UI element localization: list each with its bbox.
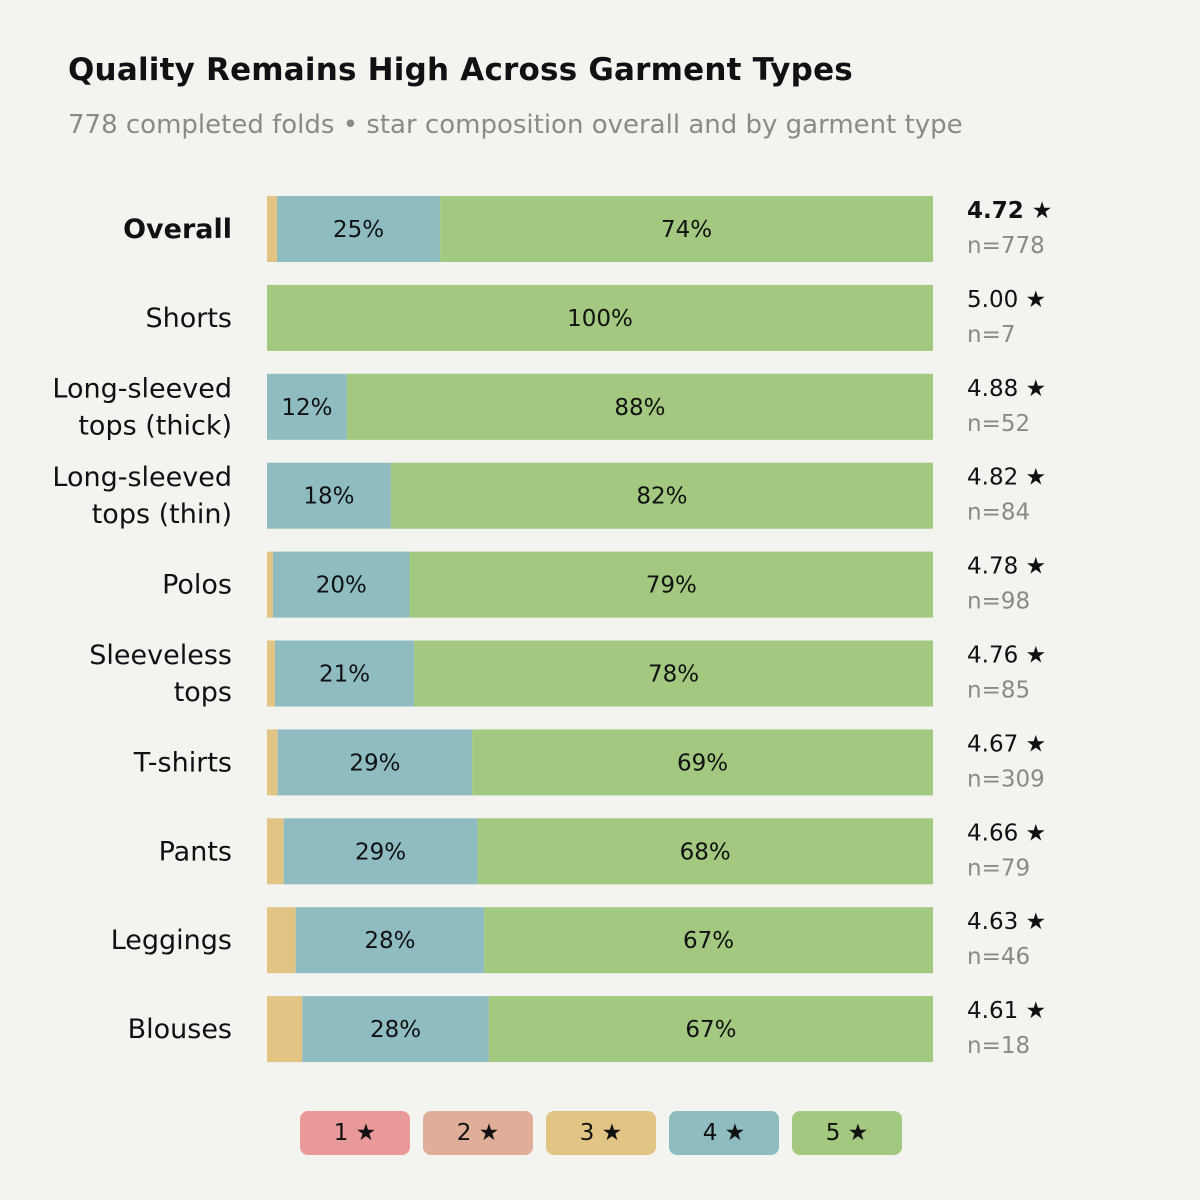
legend-item-4-star: 4 ★ xyxy=(669,1111,779,1155)
category-label: Long-sleeved tops (thick) xyxy=(52,373,232,441)
category-label: Overall xyxy=(123,214,232,245)
bar-segment-5-star xyxy=(472,729,933,796)
category-label: Pants xyxy=(159,836,232,867)
bar-segment-5-star xyxy=(267,284,933,351)
category-label: Shorts xyxy=(145,303,232,334)
segment-label-5-star: 88% xyxy=(614,395,665,421)
category-label: Polos xyxy=(162,570,232,601)
bar-segment-5-star xyxy=(488,996,933,1063)
segment-label-5-star: 79% xyxy=(646,573,697,599)
sample-count: n=79 xyxy=(967,855,1030,881)
chart-title: Quality Remains High Across Garment Type… xyxy=(68,52,853,88)
segment-label-4-star: 29% xyxy=(349,750,400,776)
bar-segment-4-star xyxy=(274,640,415,707)
category-label: Sleeveless tops xyxy=(89,640,232,708)
sample-count: n=18 xyxy=(967,1033,1030,1059)
average-rating: 4.66 ★ xyxy=(967,820,1046,846)
segment-label-4-star: 21% xyxy=(319,662,370,688)
segment-label-4-star: 20% xyxy=(316,573,367,599)
segment-label-5-star: 67% xyxy=(685,1017,736,1043)
segment-label-4-star: 28% xyxy=(364,928,415,954)
bar-segment-5-star xyxy=(440,196,933,262)
row-overall: Overall 25% 74% 4.72 ★ n=778 xyxy=(123,196,1052,262)
sample-count: n=52 xyxy=(967,411,1030,437)
segment-label-5-star: 78% xyxy=(648,662,699,688)
legend-item-1-star: 1 ★ xyxy=(300,1111,410,1155)
segment-label-4-star: 12% xyxy=(281,395,332,421)
row-t-shirts: T-shirts 29% 69% 4.67 ★ n=309 xyxy=(133,729,1046,796)
row-sleeveless-tops: Sleeveless tops 21% 78% 4.76 ★ n=85 xyxy=(89,640,1046,708)
bar-segment-4-star xyxy=(302,996,489,1063)
segment-label-5-star: 67% xyxy=(683,928,734,954)
bar-segment-4-star xyxy=(283,818,478,885)
legend-item-5-star: 5 ★ xyxy=(792,1111,902,1155)
bar-segment-3-star xyxy=(267,818,284,885)
row-shorts: Shorts 100% 5.00 ★ n=7 xyxy=(145,284,1046,351)
legend: 1 ★ 2 ★ 3 ★ 4 ★ 5 ★ xyxy=(300,1111,902,1155)
bar-segment-4-star xyxy=(276,196,441,262)
category-label: Leggings xyxy=(111,925,232,956)
segment-label-5-star: 100% xyxy=(567,306,633,332)
segment-label-4-star: 29% xyxy=(355,839,406,865)
bar-segment-4-star xyxy=(267,373,347,440)
average-rating: 5.00 ★ xyxy=(967,287,1046,313)
average-rating: 4.82 ★ xyxy=(967,465,1046,491)
bar-segment-4-star xyxy=(295,907,485,974)
bar-segment-5-star xyxy=(477,818,933,885)
bar-segment-3-star xyxy=(267,551,273,618)
row-long-sleeved-tops-thin: Long-sleeved tops (thin) 18% 82% 4.82 ★ n=84 xyxy=(52,462,1046,530)
average-rating: 4.76 ★ xyxy=(967,643,1046,669)
bar-segment-3-star xyxy=(267,907,296,974)
segment-label-4-star: 18% xyxy=(303,484,354,510)
row-blouses: Blouses 28% 67% 4.61 ★ n=18 xyxy=(128,996,1046,1063)
bar-segment-5-star xyxy=(390,462,934,529)
chart-subtitle: 778 completed folds • star composition o… xyxy=(68,110,963,140)
legend-item-2-star: 2 ★ xyxy=(423,1111,533,1155)
bar-segment-5-star xyxy=(346,373,933,440)
segment-label-5-star: 69% xyxy=(677,750,728,776)
sample-count: n=84 xyxy=(967,500,1030,526)
bar-segment-3-star xyxy=(267,640,275,707)
segment-label-5-star: 82% xyxy=(636,484,687,510)
segment-label-4-star: 28% xyxy=(370,1017,421,1043)
sample-count: n=7 xyxy=(967,322,1015,348)
row-polos: Polos 20% 79% 4.78 ★ n=98 xyxy=(162,551,1046,618)
bar-segment-3-star xyxy=(267,996,303,1063)
category-label: Blouses xyxy=(128,1014,232,1045)
sample-count: n=309 xyxy=(967,766,1045,792)
bar-segment-5-star xyxy=(414,640,933,707)
stacked-bar-chart: Overall 25% 74% 4.72 ★ n=778 Shorts 100% 5.00 ★… xyxy=(52,196,1052,1063)
bar-segment-3-star xyxy=(267,729,278,796)
bar-segment-5-star xyxy=(409,551,933,618)
segment-label-5-star: 68% xyxy=(680,839,731,865)
average-rating: 4.88 ★ xyxy=(967,376,1046,402)
bar-segment-4-star xyxy=(272,551,410,618)
bar-segment-4-star xyxy=(277,729,473,796)
row-pants: Pants 29% 68% 4.66 ★ n=79 xyxy=(159,818,1046,885)
row-leggings: Leggings 28% 67% 4.63 ★ n=46 xyxy=(111,907,1046,974)
category-label: T-shirts xyxy=(133,747,232,778)
legend-item-3-star: 3 ★ xyxy=(546,1111,656,1155)
sample-count: n=98 xyxy=(967,589,1030,615)
sample-count: n=46 xyxy=(967,944,1030,970)
sample-count: n=778 xyxy=(967,233,1045,259)
segment-label-5-star: 74% xyxy=(661,217,712,243)
segment-label-4-star: 25% xyxy=(333,217,384,243)
average-rating: 4.72 ★ xyxy=(967,198,1052,224)
average-rating: 4.63 ★ xyxy=(967,909,1046,935)
bar-segment-4-star xyxy=(267,462,391,529)
average-rating: 4.67 ★ xyxy=(967,731,1046,757)
sample-count: n=85 xyxy=(967,678,1030,704)
average-rating: 4.78 ★ xyxy=(967,554,1046,580)
average-rating: 4.61 ★ xyxy=(967,998,1046,1024)
bar-segment-3-star xyxy=(267,196,277,262)
bar-segment-5-star xyxy=(484,907,933,974)
row-long-sleeved-tops-thick: Long-sleeved tops (thick) 12% 88% 4.88 ★ n=52 xyxy=(52,373,1046,441)
category-label: Long-sleeved tops (thin) xyxy=(52,462,232,530)
